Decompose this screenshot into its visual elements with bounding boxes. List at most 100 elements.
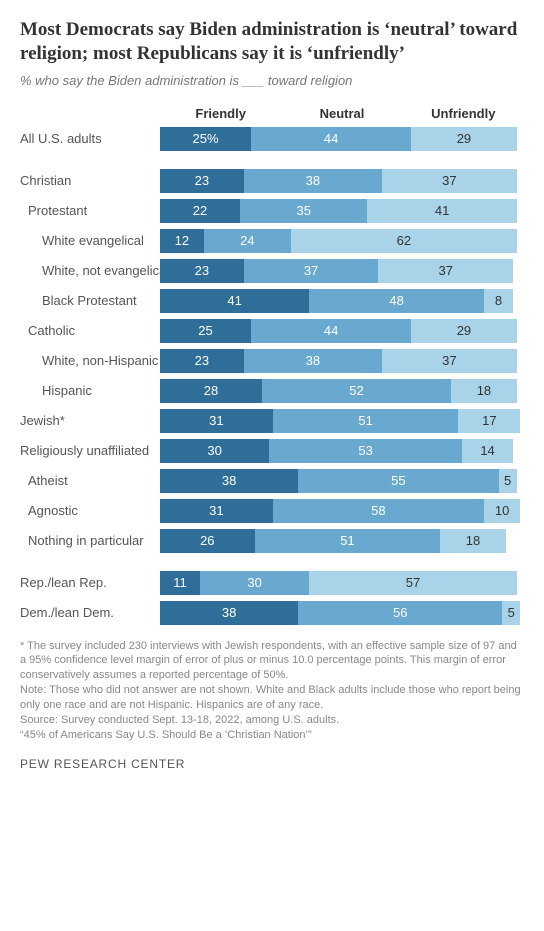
stacked-bar: 38555 [160, 469, 524, 493]
row-label: White, non-Hispanic [20, 353, 160, 368]
chart-row: Protestant223541 [20, 199, 524, 223]
chart-row: Christian233837 [20, 169, 524, 193]
col-neutral: Neutral [281, 106, 402, 121]
bar-segment: 37 [378, 259, 513, 283]
bar-segment: 41 [367, 199, 516, 223]
bar-segment: 12 [160, 229, 204, 253]
bar-segment: 38 [244, 349, 382, 373]
row-label: Dem./lean Dem. [20, 605, 160, 620]
chart-row: Jewish*315117 [20, 409, 524, 433]
stacked-bar: 233837 [160, 169, 524, 193]
bar-segment: 58 [273, 499, 484, 523]
stacked-bar: 41488 [160, 289, 524, 313]
stacked-bar: 265118 [160, 529, 524, 553]
bar-segment: 48 [309, 289, 484, 313]
bar-segment: 37 [382, 349, 517, 373]
bar-segment: 18 [451, 379, 517, 403]
chart-row: Dem./lean Dem.38565 [20, 601, 524, 625]
bar-segment: 28 [160, 379, 262, 403]
chart-subtitle: % who say the Biden administration is __… [20, 73, 524, 88]
bar-segment: 44 [251, 127, 411, 151]
bar-segment: 51 [255, 529, 441, 553]
col-unfriendly: Unfriendly [403, 106, 524, 121]
bar-segment: 44 [251, 319, 411, 343]
bar-segment: 8 [484, 289, 513, 313]
chart-row: Rep./lean Rep.113057 [20, 571, 524, 595]
chart-row: Atheist38555 [20, 469, 524, 493]
chart-row: Black Protestant41488 [20, 289, 524, 313]
bar-segment: 23 [160, 259, 244, 283]
bar-segment: 38 [160, 601, 298, 625]
bar-segment: 23 [160, 169, 244, 193]
bar-segment: 56 [298, 601, 502, 625]
row-label: Atheist [20, 473, 160, 488]
chart-row: Hispanic285218 [20, 379, 524, 403]
bar-segment: 25 [160, 319, 251, 343]
bar-segment: 31 [160, 499, 273, 523]
bar-segment: 29 [411, 319, 517, 343]
bar-segment: 31 [160, 409, 273, 433]
chart-row: White, not evangelical233737 [20, 259, 524, 283]
source-footer: PEW RESEARCH CENTER [20, 757, 524, 771]
bar-segment: 24 [204, 229, 291, 253]
row-label: Religiously unaffiliated [20, 443, 160, 458]
bar-segment: 62 [291, 229, 517, 253]
bar-segment: 26 [160, 529, 255, 553]
bar-segment: 57 [309, 571, 516, 595]
bar-segment: 11 [160, 571, 200, 595]
stacked-bar: 285218 [160, 379, 524, 403]
column-headers: Friendly Neutral Unfriendly [20, 106, 524, 121]
bar-segment: 5 [499, 469, 517, 493]
bar-segment: 30 [160, 439, 269, 463]
bar-segment: 29 [411, 127, 517, 151]
bar-segment: 37 [382, 169, 517, 193]
bar-segment: 53 [269, 439, 462, 463]
chart-title: Most Democrats say Biden administration … [20, 18, 524, 67]
chart-row: White evangelical122462 [20, 229, 524, 253]
stacked-bar: 122462 [160, 229, 524, 253]
chart-row: Religiously unaffiliated305314 [20, 439, 524, 463]
row-label: Christian [20, 173, 160, 188]
row-label: Agnostic [20, 503, 160, 518]
bar-segment: 38 [160, 469, 298, 493]
bar-chart: Friendly Neutral Unfriendly All U.S. adu… [20, 106, 524, 625]
stacked-bar: 305314 [160, 439, 524, 463]
bar-segment: 55 [298, 469, 498, 493]
bar-segment: 52 [262, 379, 451, 403]
row-label: White, not evangelical [20, 263, 160, 278]
stacked-bar: 254429 [160, 319, 524, 343]
stacked-bar: 25%4429 [160, 127, 524, 151]
stacked-bar: 233737 [160, 259, 524, 283]
chart-row: White, non-Hispanic233837 [20, 349, 524, 373]
bar-segment: 38 [244, 169, 382, 193]
chart-row: Agnostic315810 [20, 499, 524, 523]
bar-segment: 22 [160, 199, 240, 223]
row-label: Rep./lean Rep. [20, 575, 160, 590]
stacked-bar: 38565 [160, 601, 524, 625]
row-label: Catholic [20, 323, 160, 338]
row-label: Nothing in particular [20, 533, 160, 548]
row-label: Jewish* [20, 413, 160, 428]
bar-segment: 23 [160, 349, 244, 373]
row-label: Protestant [20, 203, 160, 218]
bar-segment: 35 [240, 199, 367, 223]
bar-segment: 51 [273, 409, 459, 433]
bar-segment: 18 [440, 529, 506, 553]
stacked-bar: 315117 [160, 409, 524, 433]
bar-segment: 14 [462, 439, 513, 463]
col-friendly: Friendly [160, 106, 281, 121]
bar-segment: 17 [458, 409, 520, 433]
row-label: All U.S. adults [20, 131, 160, 146]
stacked-bar: 233837 [160, 349, 524, 373]
bar-segment: 30 [200, 571, 309, 595]
bar-segment: 5 [502, 601, 520, 625]
bar-segment: 10 [484, 499, 520, 523]
chart-row: Nothing in particular265118 [20, 529, 524, 553]
bar-segment: 37 [244, 259, 379, 283]
row-label: White evangelical [20, 233, 160, 248]
chart-notes: * The survey included 230 interviews wit… [20, 639, 524, 743]
row-label: Hispanic [20, 383, 160, 398]
stacked-bar: 113057 [160, 571, 524, 595]
bar-segment: 41 [160, 289, 309, 313]
bar-segment: 25% [160, 127, 251, 151]
